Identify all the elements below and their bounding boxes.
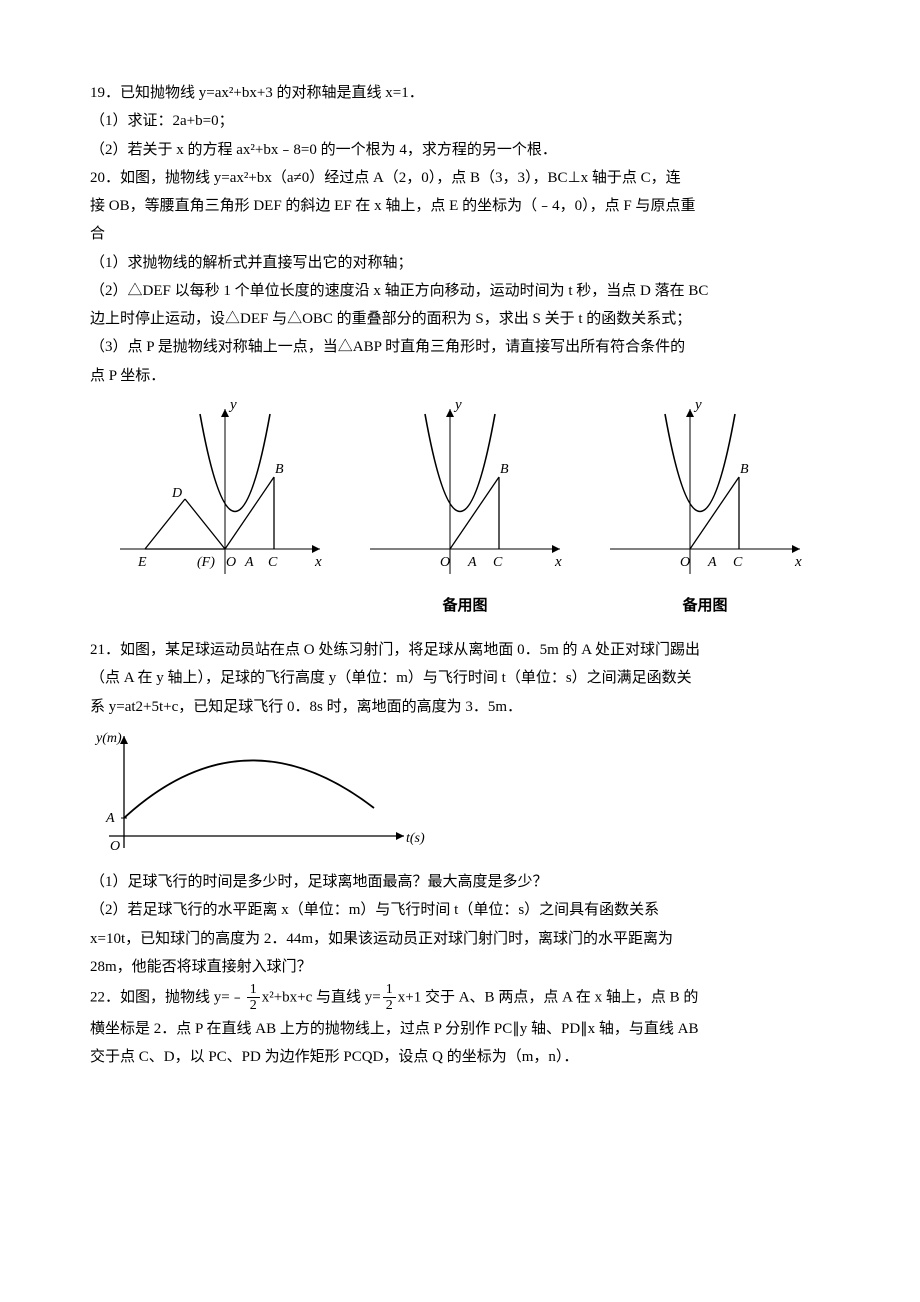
q21-O: O xyxy=(110,839,120,854)
q22-frac2: 12 xyxy=(383,982,396,1014)
svg-text:x: x xyxy=(554,554,562,570)
q21-s2: （2）若足球飞行的水平距离 x（单位：m）与飞行时间 t（单位：s）之间具有函数… xyxy=(90,897,830,923)
svg-text:y: y xyxy=(228,399,237,413)
q22-l2: 横坐标是 2．点 P 在直线 AB 上方的抛物线上，过点 P 分别作 PC∥y … xyxy=(90,1016,830,1042)
svg-text:O: O xyxy=(226,555,236,570)
svg-text:A: A xyxy=(244,555,254,570)
q19-sub1: （1）求证：2a+b=0； xyxy=(90,108,830,134)
q20-l3: 合 xyxy=(90,221,830,247)
svg-text:B: B xyxy=(500,462,509,477)
q20-s2: （2）△DEF 以每秒 1 个单位长度的速度沿 x 轴正方向移动，运动时间为 t… xyxy=(90,278,830,304)
svg-text:O: O xyxy=(440,555,450,570)
q21-l2: （点 A 在 y 轴上），足球的飞行高度 y（单位：m）与飞行时间 t（单位：s… xyxy=(90,665,830,691)
q22-frac1: 12 xyxy=(247,982,260,1014)
q22-l1c: x+1 交于 A、B 两点，点 A 在 x 轴上，点 B 的 xyxy=(398,989,699,1005)
svg-text:O: O xyxy=(680,555,690,570)
svg-text:y: y xyxy=(453,399,462,413)
q20-fig3: y x B O A C xyxy=(600,399,810,589)
q20-s1: （1）求抛物线的解析式并直接写出它的对称轴； xyxy=(90,250,830,276)
svg-text:A: A xyxy=(707,555,717,570)
svg-text:C: C xyxy=(268,555,278,570)
q20-cap2: 备用图 xyxy=(360,593,570,619)
q21-s2b: x=10t，已知球门的高度为 2．44m，如果该运动员正对球门射门时，离球门的水… xyxy=(90,926,830,952)
svg-text:E: E xyxy=(137,555,147,570)
q20-cap3: 备用图 xyxy=(600,593,810,619)
svg-text:C: C xyxy=(493,555,503,570)
q21-A: A xyxy=(105,811,115,826)
q20-l2: 接 OB，等腰直角三角形 DEF 的斜边 EF 在 x 轴上，点 E 的坐标为（… xyxy=(90,193,830,219)
q20-s3b: 点 P 坐标． xyxy=(90,363,830,389)
svg-text:D: D xyxy=(171,486,182,501)
svg-text:y: y xyxy=(693,399,702,413)
q22-l1a: 22．如图，抛物线 y=﹣ xyxy=(90,989,245,1005)
q21-l1: 21．如图，某足球运动员站在点 O 处练习射门，将足球从离地面 0．5m 的 A… xyxy=(90,637,830,663)
svg-text:B: B xyxy=(740,462,749,477)
q20-figures-row: y x B D E (F) O A C y x B O A C y x B xyxy=(90,399,830,589)
q21-ylabel: y(m) xyxy=(94,731,122,746)
q21-fig: y(m) A O t(s) xyxy=(94,728,434,858)
q21-s2c: 28m，他能否将球直接射入球门？ xyxy=(90,954,830,980)
q21-xlabel: t(s) xyxy=(406,831,425,846)
q20-fig2: y x B O A C xyxy=(360,399,570,589)
svg-text:B: B xyxy=(275,462,284,477)
q20-s3: （3）点 P 是抛物线对称轴上一点，当△ABP 时直角三角形时，请直接写出所有符… xyxy=(90,334,830,360)
q21-l3: 系 y=at2+5t+c，已知足球飞行 0．8s 时，离地面的高度为 3．5m． xyxy=(90,694,830,720)
svg-text:x: x xyxy=(314,554,322,570)
q20-captions: 备用图 备用图 xyxy=(90,593,830,619)
svg-text:A: A xyxy=(467,555,477,570)
q20-l1: 20．如图，抛物线 y=ax²+bx（a≠0）经过点 A（2，0），点 B（3，… xyxy=(90,165,830,191)
svg-text:(F): (F) xyxy=(197,555,215,570)
q20-fig1: y x B D E (F) O A C xyxy=(110,399,330,589)
q22-l1b: x²+bx+c 与直线 y= xyxy=(262,989,381,1005)
q19-sub2: （2）若关于 x 的方程 ax²+bx﹣8=0 的一个根为 4，求方程的另一个根… xyxy=(90,137,830,163)
q20-s2b: 边上时停止运动，设△DEF 与△OBC 的重叠部分的面积为 S，求出 S 关于 … xyxy=(90,306,830,332)
q21-s1: （1）足球飞行的时间是多少时，足球离地面最高？最大高度是多少？ xyxy=(90,869,830,895)
q22-l1: 22．如图，抛物线 y=﹣12x²+bx+c 与直线 y=12x+1 交于 A、… xyxy=(90,982,830,1014)
q19-title: 19．已知抛物线 y=ax²+bx+3 的对称轴是直线 x=1． xyxy=(90,80,830,106)
svg-text:x: x xyxy=(794,554,802,570)
q22-l3: 交于点 C、D，以 PC、PD 为边作矩形 PCQD，设点 Q 的坐标为（m，n… xyxy=(90,1044,830,1070)
svg-text:C: C xyxy=(733,555,743,570)
